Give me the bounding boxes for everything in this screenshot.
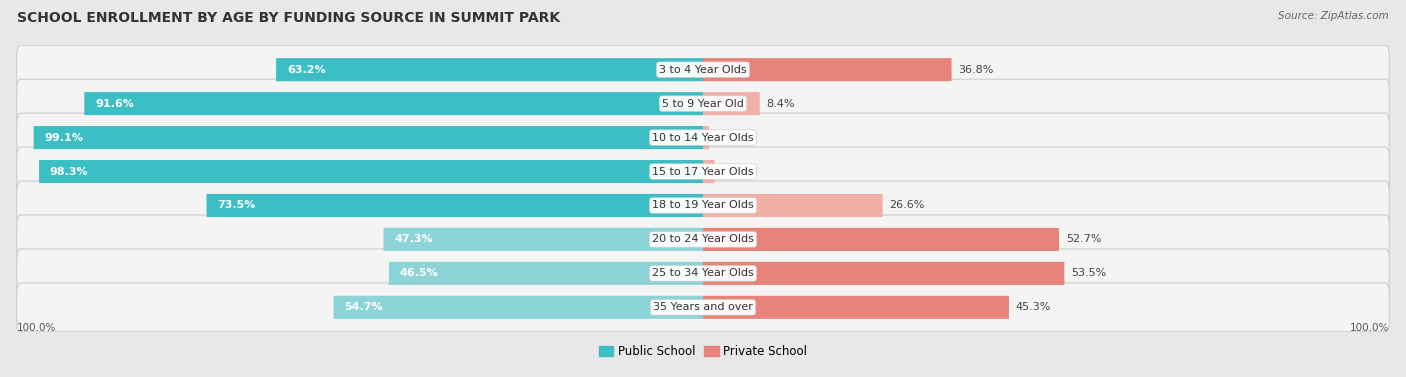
Text: 35 Years and over: 35 Years and over: [652, 302, 754, 312]
FancyBboxPatch shape: [17, 283, 1389, 332]
Text: 99.1%: 99.1%: [45, 133, 83, 143]
FancyBboxPatch shape: [703, 228, 1059, 251]
FancyBboxPatch shape: [703, 194, 883, 217]
FancyBboxPatch shape: [17, 215, 1389, 264]
Text: 47.3%: 47.3%: [394, 234, 433, 244]
Text: 18 to 19 Year Olds: 18 to 19 Year Olds: [652, 201, 754, 210]
Legend: Public School, Private School: Public School, Private School: [593, 341, 813, 363]
FancyBboxPatch shape: [84, 92, 703, 115]
FancyBboxPatch shape: [703, 58, 952, 81]
Text: 53.5%: 53.5%: [1071, 268, 1107, 278]
Text: 1.7%: 1.7%: [721, 167, 749, 176]
FancyBboxPatch shape: [276, 58, 703, 81]
Text: 45.3%: 45.3%: [1015, 302, 1052, 312]
Text: 100.0%: 100.0%: [17, 323, 56, 333]
FancyBboxPatch shape: [17, 181, 1389, 230]
FancyBboxPatch shape: [389, 262, 703, 285]
Text: 15 to 17 Year Olds: 15 to 17 Year Olds: [652, 167, 754, 176]
Text: 0.88%: 0.88%: [716, 133, 751, 143]
FancyBboxPatch shape: [207, 194, 703, 217]
FancyBboxPatch shape: [39, 160, 703, 183]
FancyBboxPatch shape: [703, 92, 759, 115]
Text: 73.5%: 73.5%: [218, 201, 256, 210]
Text: 91.6%: 91.6%: [96, 99, 134, 109]
Text: 46.5%: 46.5%: [399, 268, 439, 278]
FancyBboxPatch shape: [17, 113, 1389, 162]
FancyBboxPatch shape: [333, 296, 703, 319]
Text: 3 to 4 Year Olds: 3 to 4 Year Olds: [659, 65, 747, 75]
Text: 36.8%: 36.8%: [959, 65, 994, 75]
Text: 20 to 24 Year Olds: 20 to 24 Year Olds: [652, 234, 754, 244]
FancyBboxPatch shape: [703, 126, 709, 149]
FancyBboxPatch shape: [17, 249, 1389, 298]
FancyBboxPatch shape: [384, 228, 703, 251]
Text: 52.7%: 52.7%: [1066, 234, 1101, 244]
FancyBboxPatch shape: [703, 160, 714, 183]
Text: 10 to 14 Year Olds: 10 to 14 Year Olds: [652, 133, 754, 143]
Text: SCHOOL ENROLLMENT BY AGE BY FUNDING SOURCE IN SUMMIT PARK: SCHOOL ENROLLMENT BY AGE BY FUNDING SOUR…: [17, 11, 560, 25]
FancyBboxPatch shape: [34, 126, 703, 149]
FancyBboxPatch shape: [17, 147, 1389, 196]
FancyBboxPatch shape: [17, 45, 1389, 94]
Text: 5 to 9 Year Old: 5 to 9 Year Old: [662, 99, 744, 109]
Text: 98.3%: 98.3%: [49, 167, 89, 176]
FancyBboxPatch shape: [703, 296, 1010, 319]
Text: 100.0%: 100.0%: [1350, 323, 1389, 333]
Text: 63.2%: 63.2%: [287, 65, 326, 75]
FancyBboxPatch shape: [703, 262, 1064, 285]
Text: 26.6%: 26.6%: [890, 201, 925, 210]
Text: 8.4%: 8.4%: [766, 99, 794, 109]
FancyBboxPatch shape: [17, 79, 1389, 128]
Text: 54.7%: 54.7%: [344, 302, 382, 312]
Text: 25 to 34 Year Olds: 25 to 34 Year Olds: [652, 268, 754, 278]
Text: Source: ZipAtlas.com: Source: ZipAtlas.com: [1278, 11, 1389, 21]
